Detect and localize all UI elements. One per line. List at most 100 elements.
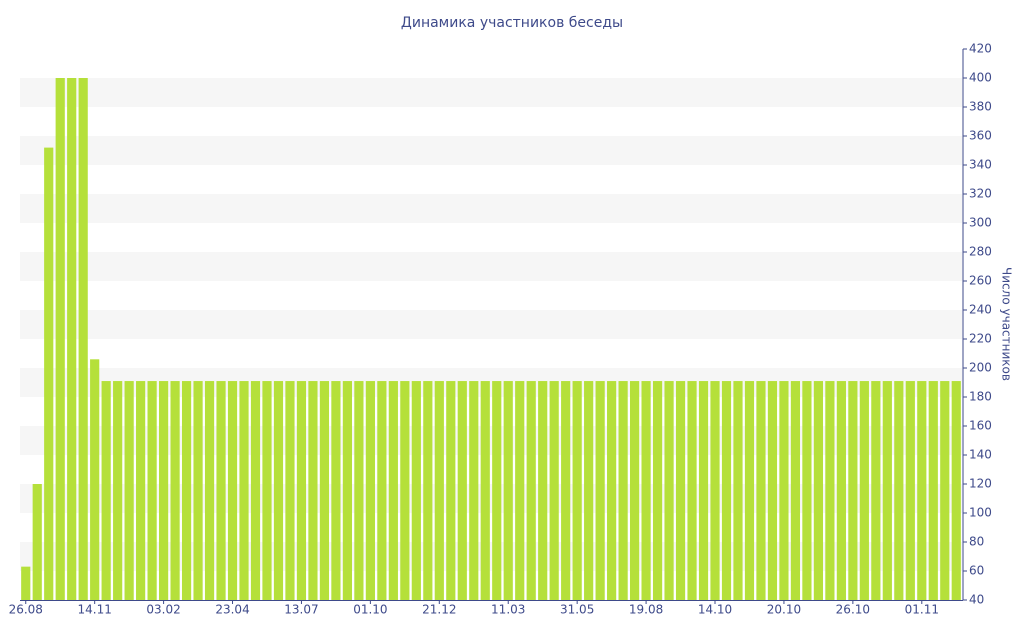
bar <box>67 78 77 600</box>
bar <box>21 566 31 600</box>
y-tick-label: 280 <box>969 245 992 259</box>
bar <box>905 381 915 600</box>
bar <box>894 381 904 600</box>
bar <box>457 381 467 600</box>
bar <box>239 381 249 600</box>
bar <box>687 381 697 600</box>
bar <box>423 381 433 600</box>
bar <box>331 381 341 600</box>
bar <box>675 381 686 600</box>
bar <box>365 381 375 600</box>
y-tick-label: 40 <box>969 593 984 607</box>
bar <box>400 381 410 600</box>
bar <box>790 381 801 600</box>
bar <box>503 381 513 600</box>
bar <box>44 147 54 600</box>
x-tick-label: 21.12 <box>422 603 456 617</box>
bar <box>538 381 548 600</box>
bar <box>159 381 169 600</box>
y-tick-label: 320 <box>969 187 992 201</box>
chart-title: Динамика участников беседы <box>401 15 623 31</box>
bar <box>388 381 398 600</box>
x-tick-label: 23.04 <box>215 603 249 617</box>
bar <box>618 381 628 600</box>
x-tick-label: 01.11 <box>905 603 939 617</box>
bar <box>113 381 123 600</box>
bar <box>710 381 720 600</box>
bar <box>285 381 295 600</box>
grid-band <box>20 136 962 165</box>
bar <box>342 381 352 600</box>
y-tick-label: 340 <box>969 158 992 172</box>
bar <box>446 381 456 600</box>
bar <box>262 381 272 600</box>
bar <box>32 484 42 600</box>
bar <box>721 381 732 600</box>
grid-band <box>20 194 962 223</box>
bar <box>147 381 157 600</box>
grid-band <box>20 252 962 281</box>
bar <box>216 381 226 600</box>
bar <box>917 381 927 600</box>
bar <box>951 381 961 600</box>
bar <box>859 381 869 600</box>
bar <box>526 381 536 600</box>
y-axis-label: Число участников <box>1000 267 1014 381</box>
bar <box>480 381 490 600</box>
y-tick-label: 200 <box>969 361 992 375</box>
bar <box>515 381 525 600</box>
bar <box>469 381 479 600</box>
x-tick-label: 01.10 <box>353 603 387 617</box>
grid-band <box>20 78 962 107</box>
bar <box>652 381 663 600</box>
bar <box>170 381 180 600</box>
bar <box>871 381 881 600</box>
y-tick-label: 300 <box>969 216 992 230</box>
bar <box>698 381 709 600</box>
x-tick-label: 26.08 <box>9 603 43 617</box>
bar <box>78 78 88 600</box>
bar <box>434 381 444 600</box>
bar <box>813 381 823 600</box>
bar <box>136 381 146 600</box>
bar <box>308 381 318 600</box>
x-tick-label: 14.10 <box>698 603 732 617</box>
bar <box>90 359 100 600</box>
y-tick-label: 240 <box>969 303 992 317</box>
x-tick-label: 20.10 <box>767 603 801 617</box>
bar <box>779 381 789 600</box>
y-tick-label: 120 <box>969 477 992 491</box>
bar <box>193 381 203 600</box>
bar <box>561 381 571 600</box>
bar <box>377 381 387 600</box>
bar <box>55 78 65 600</box>
bar <box>354 381 364 600</box>
bar <box>882 381 892 600</box>
y-tick-label: 140 <box>969 448 992 462</box>
bar <box>641 381 651 600</box>
bar <box>204 381 215 600</box>
y-tick-label: 380 <box>969 100 992 114</box>
bar <box>733 381 743 600</box>
bar <box>296 381 307 600</box>
x-tick-label: 11.03 <box>491 603 525 617</box>
y-tick-label: 420 <box>969 42 992 56</box>
bar <box>549 381 559 600</box>
bar <box>572 381 582 600</box>
y-tick-label: 100 <box>969 506 992 520</box>
bar <box>928 381 938 600</box>
y-tick-label: 180 <box>969 390 992 404</box>
grid-band <box>20 310 962 339</box>
bar <box>584 381 594 600</box>
bar <box>664 381 674 600</box>
bar <box>836 381 846 600</box>
bar <box>411 381 421 600</box>
bar <box>848 381 858 600</box>
bar <box>756 381 766 600</box>
bar <box>101 381 111 600</box>
bar <box>273 381 284 600</box>
x-tick-label: 31.05 <box>560 603 594 617</box>
bar <box>630 381 640 600</box>
x-tick-label: 03.02 <box>146 603 180 617</box>
